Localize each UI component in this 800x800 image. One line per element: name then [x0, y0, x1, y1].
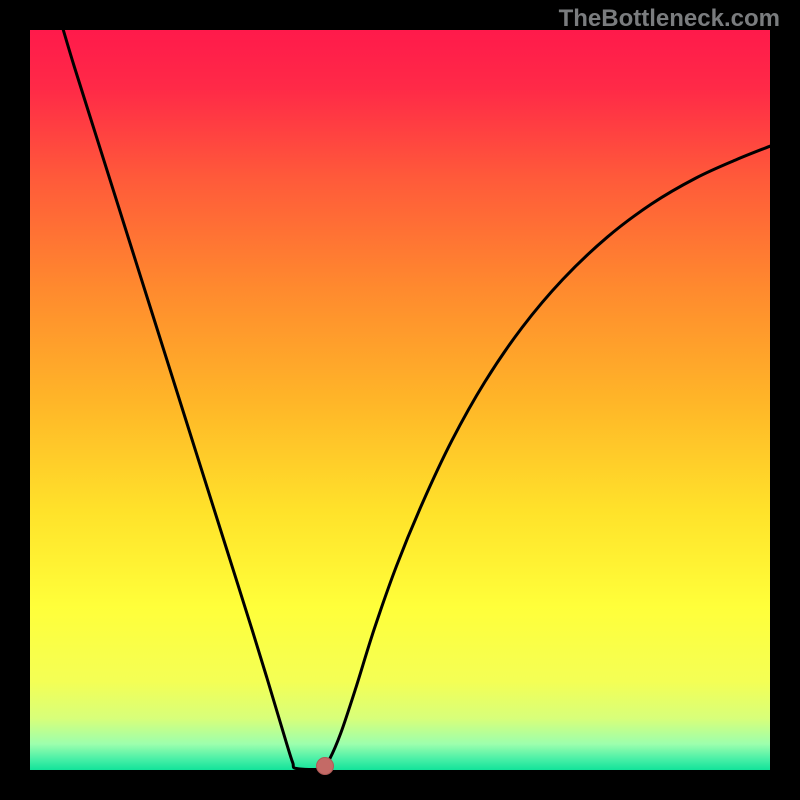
chart-stage: TheBottleneck.com	[0, 0, 800, 800]
curve-path	[63, 30, 770, 770]
watermark-text: TheBottleneck.com	[559, 5, 780, 33]
bottleneck-curve	[30, 30, 770, 770]
minimum-marker	[316, 757, 334, 775]
